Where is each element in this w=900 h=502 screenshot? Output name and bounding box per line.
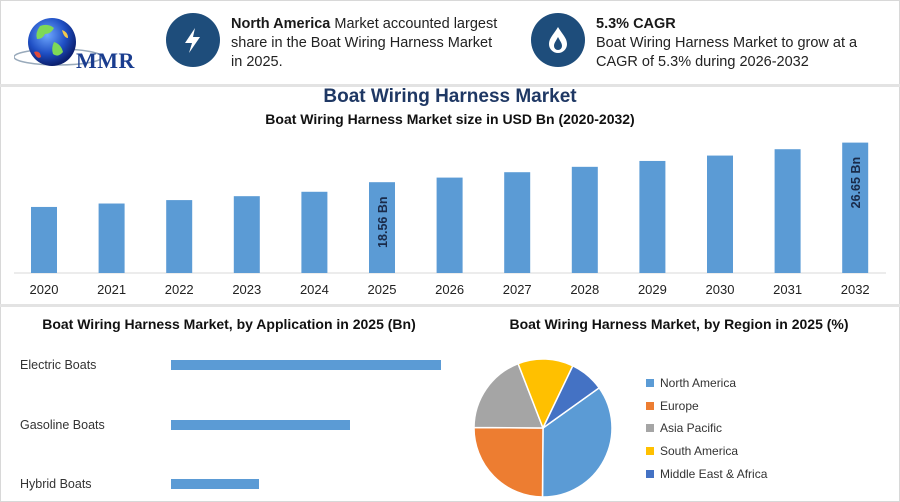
region-highlight-text: North America Market accounted largest s… <box>231 15 506 72</box>
cagr-highlight-body: Boat Wiring Harness Market to grow at a … <box>596 35 858 70</box>
bar-2021 <box>98 203 125 273</box>
legend-item: Europe <box>646 395 767 418</box>
legend-label: Europe <box>660 398 699 413</box>
bar-chart-title: Boat Wiring Harness Market size in USD B… <box>265 111 635 127</box>
pie-slice <box>541 386 613 498</box>
x-tick-label: 2027 <box>503 282 532 297</box>
legend-swatch <box>646 401 654 410</box>
pie-slice <box>473 426 544 498</box>
pie-slice <box>542 364 601 429</box>
application-label: Electric Boats <box>20 358 97 372</box>
bar-2023 <box>233 196 260 273</box>
x-tick-label: 2023 <box>232 282 261 297</box>
application-bar <box>171 360 441 370</box>
legend-swatch <box>646 469 654 478</box>
x-tick-label: 2029 <box>638 282 667 297</box>
legend-label: North America <box>660 376 737 391</box>
section-divider <box>0 304 900 307</box>
bar-2032 <box>842 142 869 273</box>
header-divider <box>0 84 900 87</box>
legend-label: Middle East & Africa <box>660 466 768 481</box>
legend-label: South America <box>660 444 739 459</box>
x-tick-label: 2024 <box>300 282 329 297</box>
bar-2025 <box>369 182 395 273</box>
cagr-highlight-bold: 5.3% CAGR <box>596 16 676 32</box>
region-pie-chart <box>473 358 613 498</box>
bar-2027 <box>504 172 531 273</box>
bar-2020 <box>31 206 57 273</box>
market-size-bar-chart: 2020 2021 2022 2023 2024 2025 18.56 Bn 2026 2027… <box>14 142 886 297</box>
data-label: 18.56 Bn <box>376 196 390 247</box>
legend-swatch <box>646 447 654 456</box>
x-tick-label: 2026 <box>435 282 464 297</box>
bar-2028 <box>571 166 598 273</box>
legend-item: South America <box>646 440 767 463</box>
region-highlight-body: Market accounted largest share in the Bo… <box>231 16 498 70</box>
flame-drop-icon <box>531 13 585 67</box>
data-label: 26.65 Bn <box>849 157 863 208</box>
application-chart-title: Boat Wiring Harness Market, by Applicati… <box>42 316 416 332</box>
x-tick-label: 2020 <box>30 282 59 297</box>
application-bar <box>171 479 260 489</box>
legend-swatch <box>646 379 654 388</box>
x-tick-label: 2025 <box>368 282 397 297</box>
lightning-bolt-icon <box>166 13 220 67</box>
legend-item: North America <box>646 372 767 395</box>
bar-2029 <box>639 160 666 273</box>
pie-slice <box>517 358 574 430</box>
legend-label: Asia Pacific <box>660 421 723 436</box>
x-tick-label: 2030 <box>706 282 735 297</box>
region-chart-title: Boat Wiring Harness Market, by Region in… <box>509 316 849 332</box>
main-title: Boat Wiring Harness Market <box>323 86 577 107</box>
application-label: Gasoline Boats <box>20 418 105 432</box>
x-tick-label: 2022 <box>165 282 194 297</box>
mmr-logo: MMR <box>13 12 144 80</box>
globe-icon <box>13 18 103 66</box>
logo-text: MMR <box>76 48 135 73</box>
legend-item: Middle East & Africa <box>646 462 767 485</box>
bar-2022 <box>166 200 193 273</box>
legend-swatch <box>646 424 654 433</box>
application-bar <box>171 420 351 430</box>
x-tick-label: 2021 <box>97 282 126 297</box>
cagr-highlight-text: 5.3% CAGR Boat Wiring Harness Market to … <box>596 15 876 72</box>
bar-2031 <box>774 149 801 273</box>
application-label: Hybrid Boats <box>20 477 92 491</box>
bar-2026 <box>436 177 463 273</box>
pie-slice <box>473 362 545 429</box>
region-highlight-bold: North America <box>231 16 331 32</box>
x-tick-label: 2028 <box>570 282 599 297</box>
x-tick-label: 2031 <box>773 282 802 297</box>
bar-2030 <box>707 155 733 273</box>
x-tick-label: 2032 <box>841 282 870 297</box>
legend-item: Asia Pacific <box>646 417 767 440</box>
bar-2024 <box>301 191 328 273</box>
region-legend: North America Europe Asia Pacific South Ame… <box>646 372 767 485</box>
